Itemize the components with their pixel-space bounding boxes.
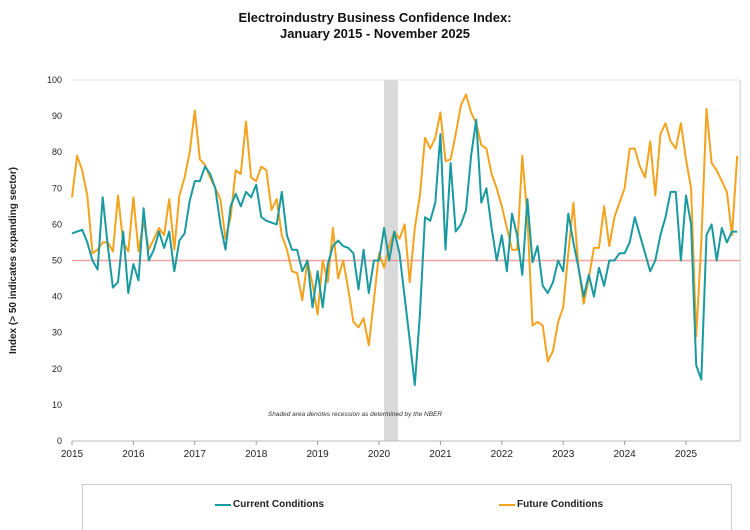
- y-tick-label: 40: [52, 292, 62, 302]
- y-tick-label: 90: [52, 111, 62, 121]
- legend-label-future: Future Conditions: [517, 499, 604, 510]
- y-tick-label: 80: [52, 147, 62, 157]
- y-tick-label: 0: [57, 436, 62, 446]
- x-tick-label: 2019: [306, 449, 329, 460]
- x-tick-label: 2022: [491, 449, 514, 460]
- x-tick-label: 2017: [184, 449, 207, 460]
- y-tick-label: 60: [52, 219, 62, 229]
- x-tick-label: 2021: [429, 449, 452, 460]
- y-tick-label: 30: [52, 328, 62, 338]
- y-tick-label: 20: [52, 364, 62, 374]
- x-tick-label: 2016: [122, 449, 145, 460]
- y-tick-label: 50: [52, 256, 62, 266]
- legend-swatch-future: [499, 503, 515, 506]
- y-tick-label: 100: [47, 75, 62, 85]
- legend: Current Conditions Future Conditions: [82, 484, 732, 530]
- x-tick-label: 2023: [552, 449, 575, 460]
- recession-annotation: Shaded area denotes recession as determi…: [268, 411, 442, 418]
- y-tick-label: 10: [52, 400, 62, 410]
- x-tick-label: 2018: [245, 449, 268, 460]
- legend-label-current: Current Conditions: [233, 499, 325, 510]
- x-tick-label: 2024: [613, 449, 636, 460]
- x-tick-label: 2025: [675, 449, 698, 460]
- y-tick-label: 70: [52, 183, 62, 193]
- legend-item-future: Future Conditions: [499, 499, 603, 510]
- legend-swatch-current: [215, 503, 231, 506]
- x-tick-label: 2015: [61, 449, 84, 460]
- series-line-current-conditions: [71, 118, 738, 386]
- x-tick-label: 2020: [368, 449, 391, 460]
- series-line-future-conditions: [71, 93, 739, 363]
- legend-item-current: Current Conditions: [215, 499, 324, 510]
- chart-subtitle: January 2015 - November 2025: [279, 26, 471, 41]
- y-axis-label: Index (> 50 indicates expanding sector): [8, 167, 19, 354]
- chart-title: Electroindustry Business Confidence Inde…: [238, 10, 512, 25]
